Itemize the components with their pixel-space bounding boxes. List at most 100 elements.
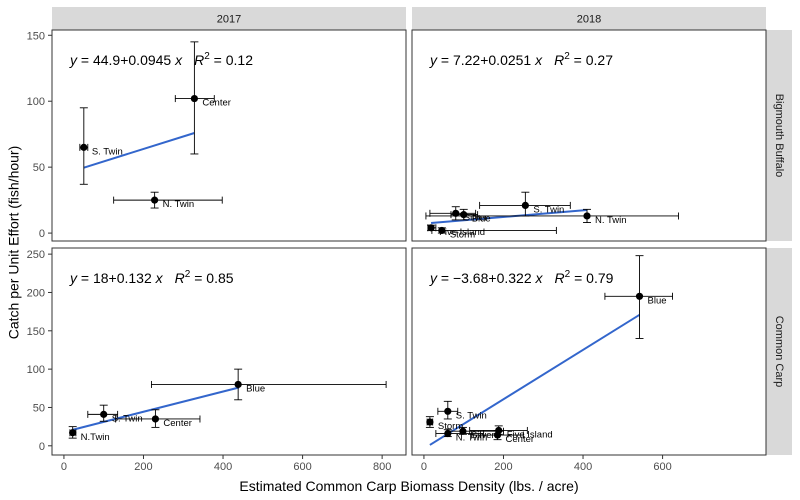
- data-layer: S. Twin N. Twin Center: [79, 41, 231, 210]
- equation-plus: +: [488, 270, 496, 286]
- point-marker: [100, 410, 108, 418]
- strip-2017: [52, 7, 406, 30]
- equation-x: x: [531, 52, 543, 68]
- point-marker: [151, 415, 160, 423]
- fit-line: [429, 313, 641, 446]
- data-point-blue: Blue: [450, 208, 491, 225]
- equation-x: x: [532, 270, 544, 286]
- equation-x: x: [171, 52, 183, 68]
- equation-r: R: [175, 270, 185, 286]
- point-marker: [190, 94, 198, 103]
- strip-common-carp: [766, 248, 792, 455]
- point-label: S. Twin: [533, 204, 564, 215]
- equation-slope: 0.132: [117, 270, 152, 286]
- point-marker: [452, 209, 460, 217]
- equation-y: y: [429, 270, 438, 286]
- point-label: Center: [202, 98, 231, 109]
- equation-slope: 0.0945: [128, 52, 171, 68]
- point-label: Silver: [471, 430, 495, 441]
- point-label: Blue: [648, 295, 667, 306]
- equation-sq: 2: [204, 51, 210, 62]
- panel-border: [51, 29, 407, 242]
- equation-plus: +: [480, 52, 488, 68]
- point-marker: [438, 226, 446, 235]
- y-tick-label: 100: [27, 96, 45, 108]
- regression-equation: y = 7.22+0.0251 x R2 = 0.27: [429, 51, 613, 68]
- point-marker: [426, 418, 434, 426]
- strip-label-bigmouth-buffalo: Bigmouth Buffalo: [773, 94, 785, 178]
- x-tick-label: 0: [421, 461, 427, 473]
- y-tick-label: 0: [39, 441, 45, 453]
- equation-r2: = 0.79: [570, 270, 613, 286]
- x-tick-label: 600: [293, 461, 311, 473]
- point-label: S. Twin: [92, 146, 123, 157]
- data-point-silver: Silver: [447, 426, 504, 441]
- equation-r2: = 0.85: [190, 270, 233, 286]
- data-point-center: Center: [471, 430, 535, 445]
- point-marker: [459, 427, 467, 435]
- equation-r: R: [555, 270, 565, 286]
- equation-eq: = 44.9: [77, 52, 120, 68]
- data-point-silver: Silver: [429, 206, 488, 223]
- panel-2017-bigmouth-buffalo: 0 50 100 150 S. Twin N. Twin Center y = 44.9+0.…: [27, 29, 407, 242]
- panel-border: [411, 29, 767, 242]
- point-label: Blue: [472, 214, 491, 225]
- point-marker: [151, 196, 159, 204]
- y-tick-label: 0: [39, 228, 45, 240]
- equation-r2: = 0.12: [210, 52, 253, 68]
- equation-r: R: [554, 52, 564, 68]
- point-label: Blue: [246, 383, 265, 394]
- x-tick-label: 600: [653, 461, 671, 473]
- strip-2018: [412, 7, 766, 30]
- y-tick-label: 150: [27, 326, 45, 338]
- equation-r2: = 0.27: [570, 52, 613, 68]
- data-point-n-twin: N.Twin: [68, 426, 110, 443]
- data-point-center: Center: [115, 409, 201, 429]
- point-label: S. Twin: [456, 410, 487, 421]
- point-marker: [234, 380, 242, 389]
- point-label: Five Island: [439, 227, 485, 238]
- equation-r: R: [194, 52, 204, 68]
- strip-label-common-carp: Common Carp: [773, 316, 785, 388]
- equation-y: y: [429, 52, 438, 68]
- x-tick-label: 200: [494, 461, 512, 473]
- y-tick-label: 100: [27, 364, 45, 376]
- equation-plus: +: [120, 52, 128, 68]
- equation-eq: = 18: [77, 270, 109, 286]
- y-axis-title: Catch per Unit Effort (fish/hour): [6, 146, 22, 339]
- y-tick-label: 50: [33, 162, 45, 174]
- y-tick-label: 50: [33, 402, 45, 414]
- strip-label-2018: 2018: [577, 14, 601, 26]
- equation-y: y: [69, 270, 78, 286]
- data-point-s-twin: S. Twin: [79, 107, 123, 185]
- equation-sq: 2: [564, 51, 570, 62]
- equation-sq: 2: [565, 269, 571, 280]
- point-label: Silver: [464, 212, 488, 223]
- point-marker: [460, 211, 468, 219]
- data-point-s-twin: S. Twin: [479, 191, 571, 217]
- point-label: Center: [506, 434, 535, 445]
- x-tick-label: 400: [574, 461, 592, 473]
- fit-line: [431, 208, 588, 224]
- x-tick-label: 800: [373, 461, 391, 473]
- x-tick-label: 0: [61, 461, 67, 473]
- equation-eq: = −3.68: [437, 270, 489, 286]
- data-point-storm: Storm: [431, 226, 557, 240]
- data-point-s-twin: S. Twin: [437, 400, 487, 421]
- x-tick-label: 400: [214, 461, 232, 473]
- point-label: N. Twin: [163, 199, 195, 210]
- point-marker: [444, 407, 452, 415]
- data-point-center: Center: [174, 41, 231, 155]
- regression-equation: y = 44.9+0.0945 x R2 = 0.12: [69, 51, 253, 68]
- equation-x: x: [152, 270, 164, 286]
- regression-equation: y = −3.68+0.322 x R2 = 0.79: [429, 269, 614, 286]
- regression-equation: y = 18+0.132 x R2 = 0.85: [69, 269, 234, 286]
- point-marker: [80, 143, 88, 151]
- equation-plus: +: [109, 270, 117, 286]
